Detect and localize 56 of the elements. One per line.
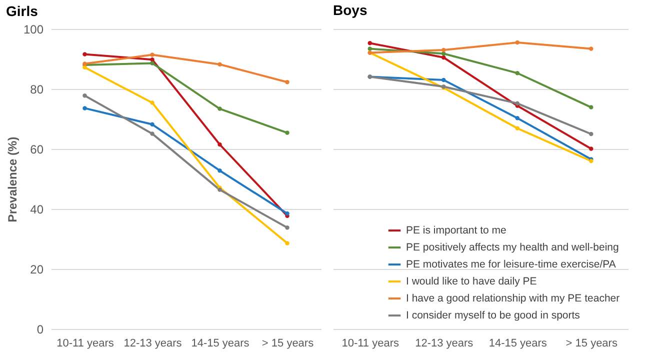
point <box>285 211 290 216</box>
x-tick-label: 14-15 years <box>191 338 250 350</box>
point <box>150 52 154 57</box>
point <box>515 116 520 120</box>
y-tick-label: 20 <box>30 262 44 276</box>
x-tick-label: > 15 years <box>566 338 618 350</box>
point <box>150 100 154 105</box>
point <box>368 46 372 51</box>
point <box>218 168 222 173</box>
point <box>82 52 87 56</box>
x-tick-label: 12-13 years <box>415 338 474 350</box>
point <box>218 62 222 67</box>
point <box>285 241 290 246</box>
point <box>515 70 520 76</box>
point <box>82 93 87 98</box>
chart-title: Girls <box>6 3 38 19</box>
y-tick-label: 60 <box>30 142 44 156</box>
point <box>515 40 520 45</box>
y-tick-label: 0 <box>36 322 44 336</box>
x-tick-label: 12-13 years <box>124 338 182 350</box>
point <box>150 122 154 127</box>
legend-label: I have a good relationship with my PE teacher <box>406 292 620 304</box>
y-tick-label: 80 <box>30 82 44 96</box>
x-tick-label: 14-15 years <box>488 338 548 350</box>
point <box>82 106 87 110</box>
point <box>589 46 594 51</box>
x-tick-label: 10-11 years <box>342 338 400 350</box>
point <box>218 142 222 147</box>
point <box>515 126 520 130</box>
y-tick-label: 100 <box>23 22 44 36</box>
legend-label: PE is important to me <box>406 224 507 236</box>
x-tick-label: 10-11 years <box>56 338 114 350</box>
point <box>515 101 520 106</box>
chart-title: Boys <box>333 2 368 18</box>
point <box>589 132 594 136</box>
point <box>442 55 446 60</box>
point <box>218 106 222 111</box>
y-tick-label: 40 <box>30 202 44 216</box>
legend-label: I would like to have daily PE <box>406 276 537 288</box>
y-axis-title: Prevalence (%) <box>5 136 20 222</box>
point <box>82 65 87 70</box>
point <box>589 105 594 110</box>
point <box>150 57 154 62</box>
point <box>150 132 154 136</box>
point <box>285 80 290 84</box>
point <box>285 225 290 230</box>
legend-label: PE positively affects my health and well-being <box>406 242 619 254</box>
legend-label: PE motivates me for leisure-time exercise/PA <box>406 258 616 270</box>
point <box>368 40 372 46</box>
point <box>285 130 290 135</box>
legend-label: I consider myself to be good in sports <box>406 310 580 322</box>
point <box>150 61 154 66</box>
point <box>589 146 594 151</box>
point <box>442 78 446 82</box>
x-tick-label: > 15 years <box>262 338 314 350</box>
point <box>442 48 446 52</box>
